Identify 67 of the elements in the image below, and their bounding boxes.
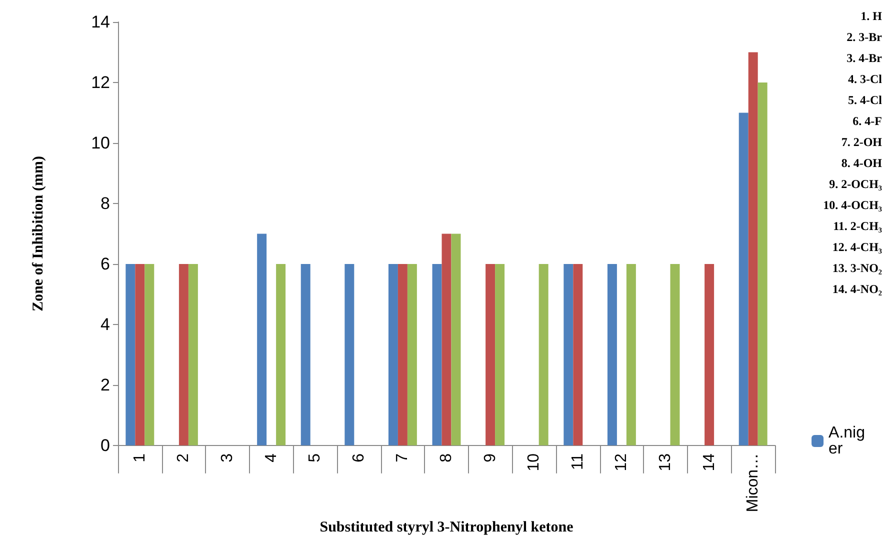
bar bbox=[564, 264, 574, 446]
bar bbox=[442, 234, 452, 446]
bar bbox=[188, 264, 198, 446]
text: 7. 2-OH bbox=[841, 135, 883, 149]
x-tick-label: 12 bbox=[613, 453, 630, 472]
x-tick-label: 6 bbox=[350, 453, 368, 462]
text: 2. 3-Br bbox=[846, 30, 883, 44]
bar bbox=[704, 264, 714, 446]
bar bbox=[388, 264, 398, 446]
text: 5. 4-Cl bbox=[848, 93, 883, 107]
y-axis-title: Zone of Inhibition (mm) bbox=[30, 156, 46, 312]
bar bbox=[495, 264, 505, 446]
text: 11. 2-CH₃ bbox=[833, 219, 882, 233]
bar bbox=[573, 264, 583, 446]
text: 9. 2-OCH₃ bbox=[829, 177, 882, 191]
bar bbox=[451, 234, 461, 446]
bar bbox=[144, 264, 154, 446]
y-tick-label: 14 bbox=[91, 12, 110, 32]
bar bbox=[758, 82, 768, 446]
bar bbox=[407, 264, 417, 446]
x-tick-label: 3 bbox=[219, 453, 236, 462]
text: 1. H bbox=[860, 9, 883, 23]
x-tick-label: 14 bbox=[700, 453, 718, 472]
x-tick-label: 4 bbox=[262, 453, 280, 462]
y-tick-label: 6 bbox=[100, 254, 110, 274]
text: 13. 3-NO₂ bbox=[832, 261, 882, 275]
text: 6. 4-F bbox=[852, 114, 882, 128]
text: 14. 4-NO₂ bbox=[832, 282, 882, 296]
text: 10. 4-OCH₃ bbox=[823, 198, 882, 212]
x-tick-label: 13 bbox=[657, 453, 674, 472]
x-tick-label: 5 bbox=[306, 453, 324, 462]
y-tick-label: 12 bbox=[91, 72, 110, 92]
y-tick-label: 4 bbox=[100, 314, 110, 334]
x-tick-label: 7 bbox=[394, 453, 412, 462]
bar bbox=[432, 264, 442, 446]
bar bbox=[486, 264, 496, 446]
x-tick-label: 11 bbox=[569, 453, 586, 470]
y-tick-label: 10 bbox=[91, 133, 110, 152]
bar bbox=[748, 52, 758, 446]
y-tick-label: 2 bbox=[100, 375, 110, 394]
bar bbox=[626, 264, 636, 446]
x-tick-label: 8 bbox=[438, 453, 455, 462]
x-tick-label: Micon… bbox=[744, 453, 762, 512]
x-tick-label: 1 bbox=[131, 453, 148, 462]
bar bbox=[398, 264, 408, 446]
x-tick-label: 10 bbox=[526, 453, 543, 472]
bar bbox=[607, 264, 617, 446]
x-tick-label: 9 bbox=[482, 453, 499, 462]
text: 12. 4-CH₃ bbox=[832, 240, 882, 254]
bar bbox=[126, 264, 136, 446]
bar bbox=[670, 264, 680, 446]
bar bbox=[738, 112, 748, 446]
bar bbox=[300, 264, 310, 446]
text: 3. 4-Br bbox=[846, 51, 883, 65]
y-tick-label: 0 bbox=[100, 436, 110, 455]
x-axis-title: Substituted styryl 3-Nitrophenyl ketone bbox=[320, 520, 574, 536]
bar bbox=[344, 264, 354, 446]
x-tick-label: 2 bbox=[175, 453, 192, 462]
bar bbox=[538, 264, 548, 446]
y-tick-label: 8 bbox=[100, 194, 110, 213]
text: 4. 3-Cl bbox=[848, 72, 883, 86]
legend-label: A.niger bbox=[828, 424, 865, 458]
bar bbox=[276, 264, 286, 446]
bar bbox=[178, 264, 188, 446]
text: 8. 4-OH bbox=[841, 156, 883, 170]
bar bbox=[135, 264, 145, 446]
bar bbox=[257, 234, 267, 446]
